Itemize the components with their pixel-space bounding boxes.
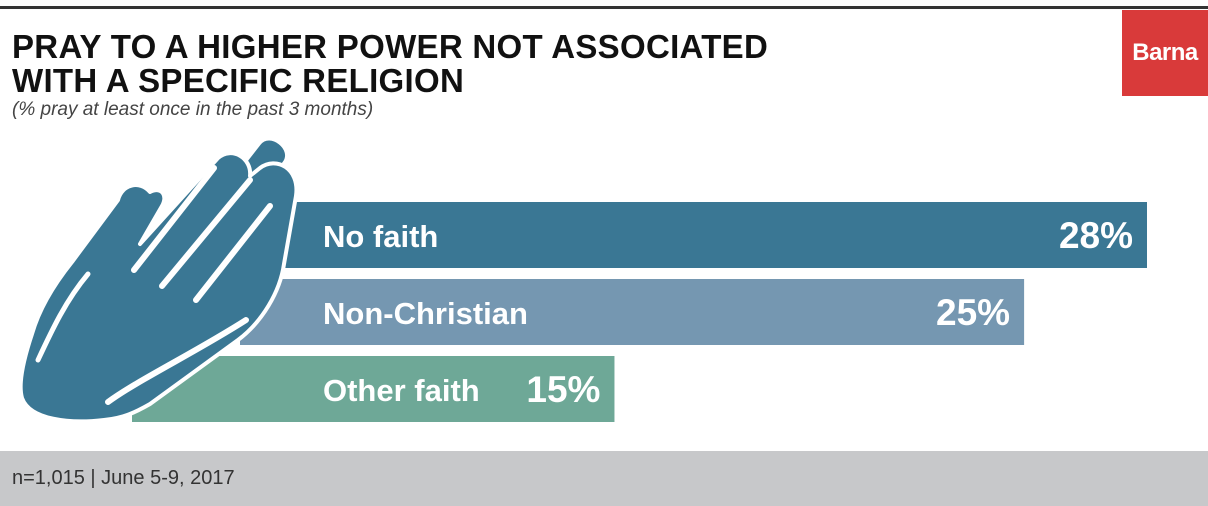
praying-hands-icon: [18, 136, 299, 424]
bar-1: [240, 279, 1025, 345]
bars-layer: [132, 202, 1147, 422]
barna-logo: Barna: [1122, 10, 1208, 96]
top-rule: [0, 6, 1208, 9]
footer-bar: n=1,015 | June 5-9, 2017: [0, 451, 1208, 506]
labels-layer: No faith 28% Non-Christian 25% Other faith 15…: [323, 215, 1133, 410]
bar-2: [132, 356, 615, 422]
title-line-1: PRAY TO A HIGHER POWER NOT ASSOCIATED: [12, 28, 769, 65]
category-label: No faith: [323, 219, 438, 254]
category-label: Other faith: [323, 373, 480, 408]
chart-subtitle: (% pray at least once in the past 3 mont…: [12, 99, 374, 120]
value-label: 28%: [1059, 215, 1133, 256]
bar-chart: No faith 28% Non-Christian 25% Other faith 15…: [18, 136, 1147, 424]
value-label: 15%: [526, 369, 600, 410]
category-label: Non-Christian: [323, 296, 528, 331]
sample-note: n=1,015 | June 5-9, 2017: [12, 467, 235, 489]
value-label: 25%: [936, 292, 1010, 333]
title-line-2: WITH A SPECIFIC RELIGION: [12, 62, 465, 99]
bar-0: [262, 202, 1147, 268]
chart-title: PRAY TO A HIGHER POWER NOT ASSOCIATED WI…: [12, 30, 912, 98]
